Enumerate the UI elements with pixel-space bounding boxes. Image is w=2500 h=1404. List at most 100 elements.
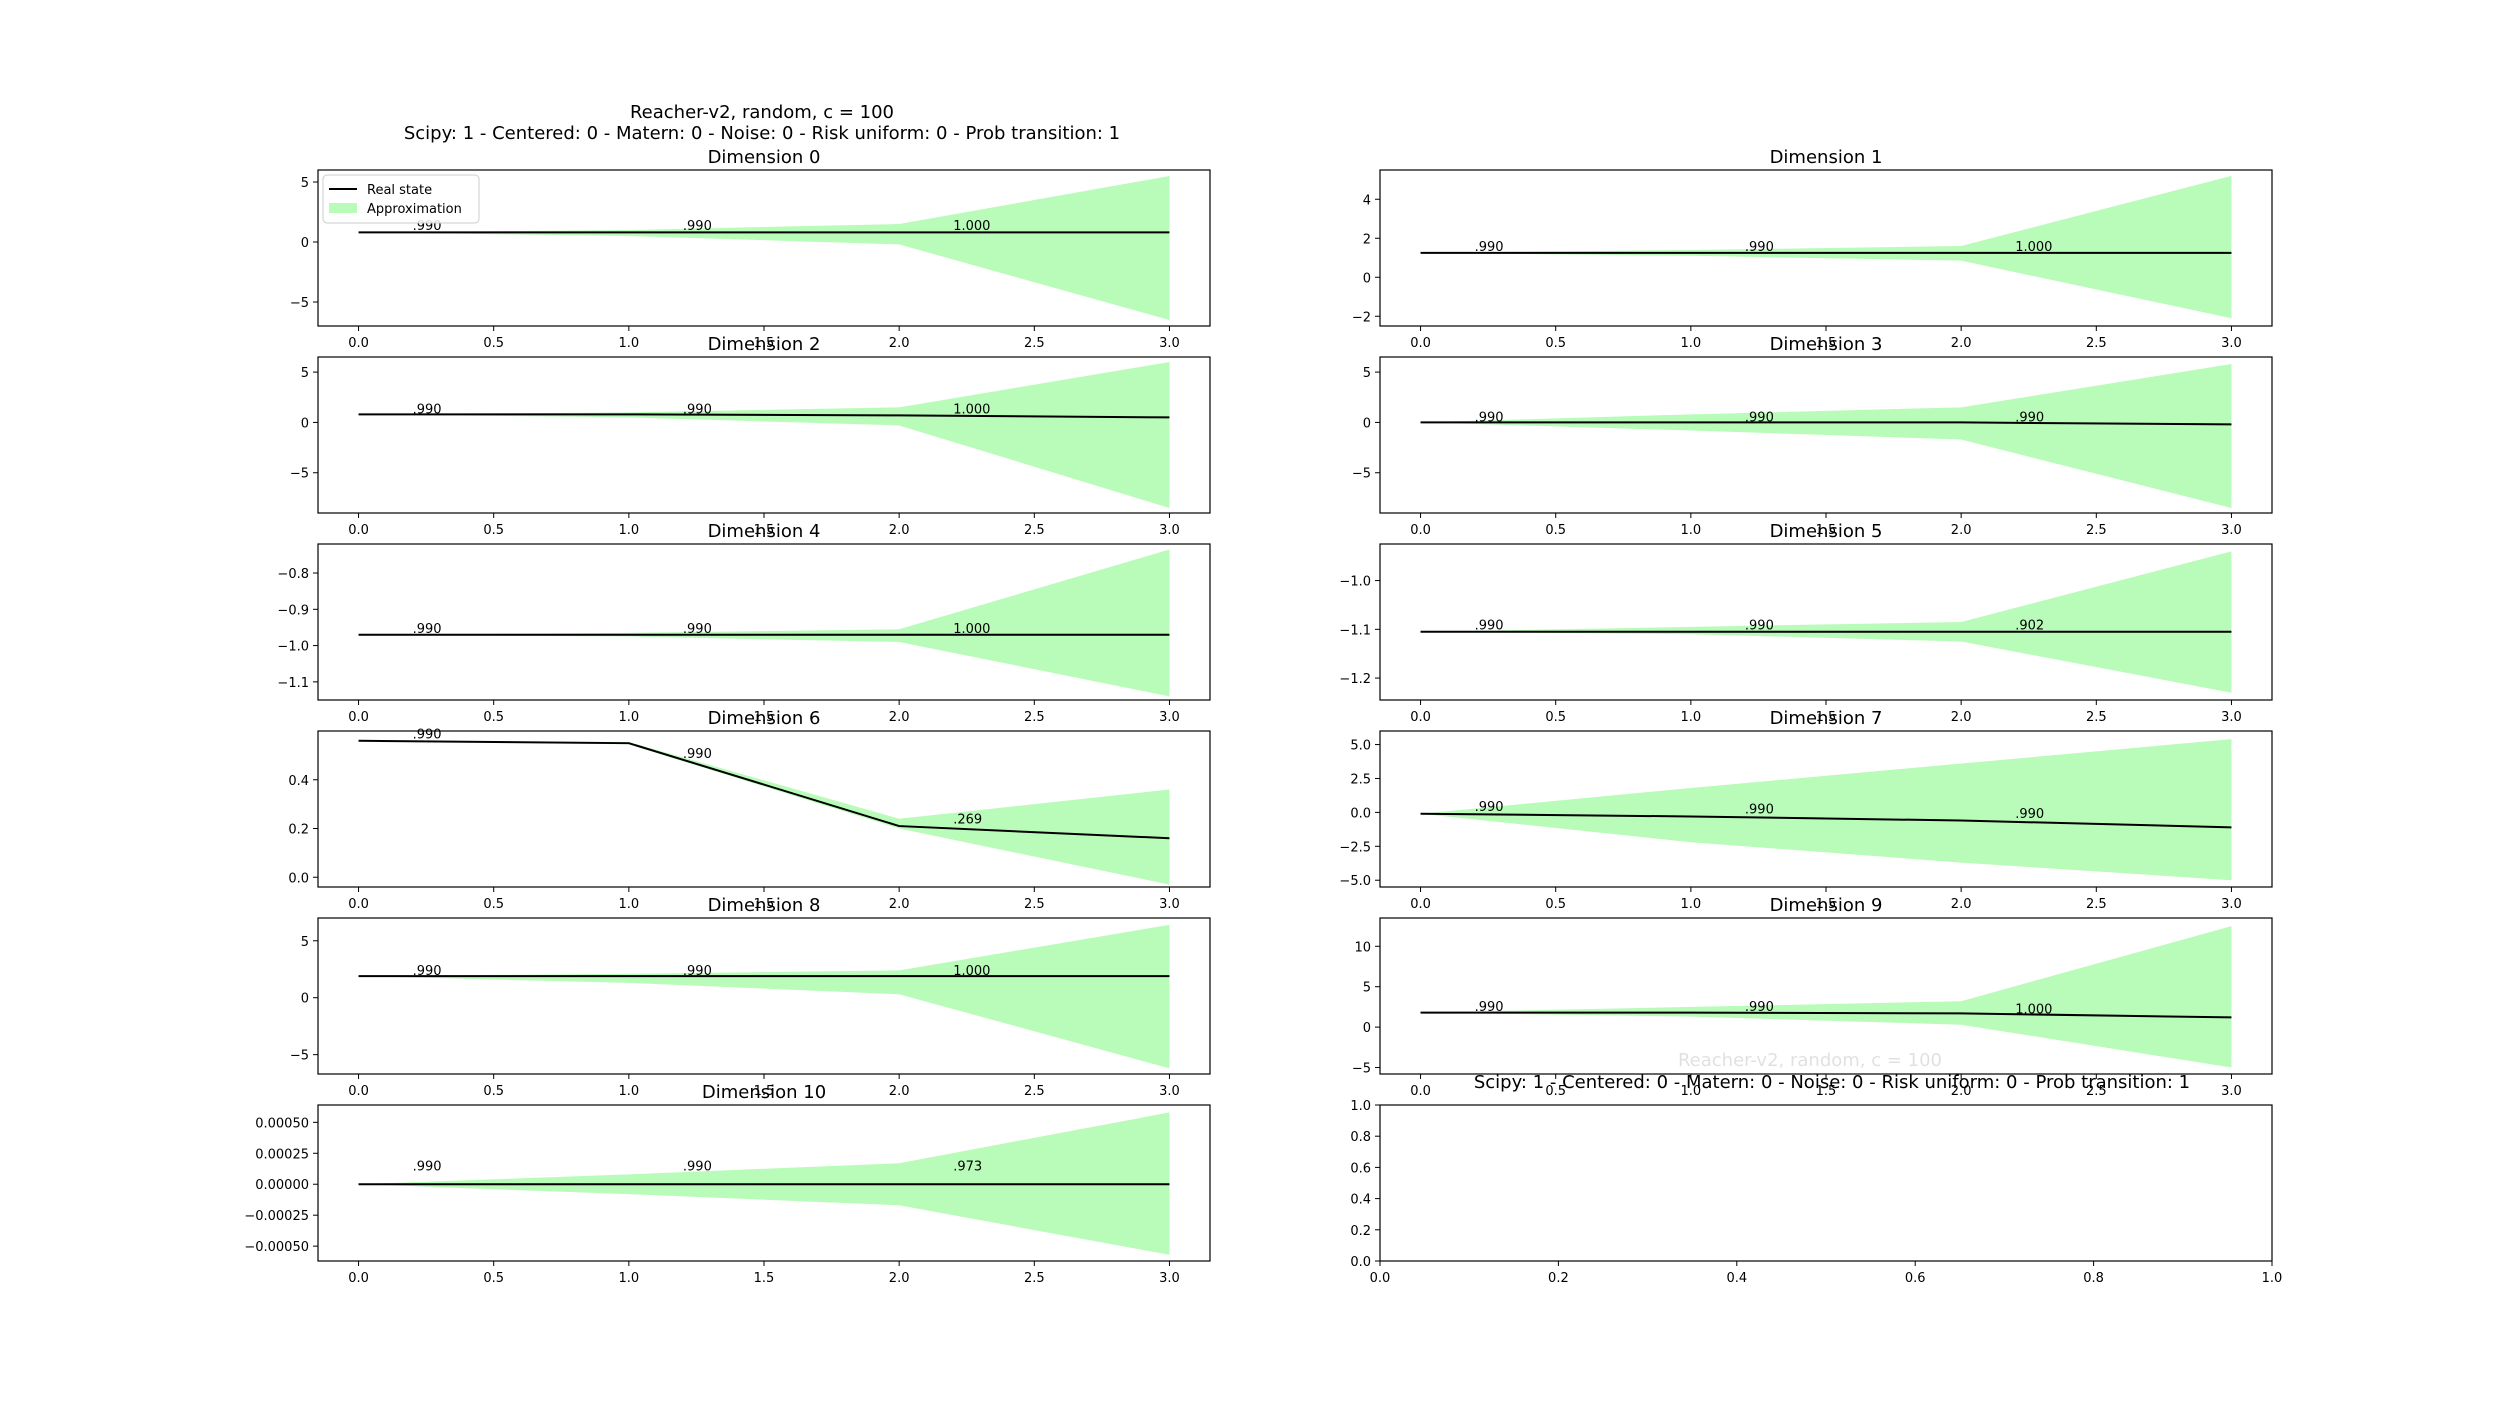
x-tick-label: 1.5 xyxy=(1816,1084,1837,1099)
x-tick-label: 2.5 xyxy=(1024,336,1045,351)
y-tick-label: 0 xyxy=(1363,1021,1371,1036)
x-tick-label: 0.6 xyxy=(1905,1271,1926,1286)
y-tick-label: −5 xyxy=(1352,1062,1371,1077)
annotation-2: .902 xyxy=(2015,618,2044,633)
y-tick-label: 0.0 xyxy=(288,871,309,886)
real-state-line xyxy=(1420,812,2232,829)
annotation-2: .973 xyxy=(953,1160,982,1175)
y-tick-label: 0 xyxy=(1363,271,1371,286)
x-tick-label: 1.0 xyxy=(1681,336,1702,351)
x-tick-label: 1.0 xyxy=(2262,1271,2283,1286)
real-state-line xyxy=(358,739,1170,840)
annotation-2: 1.000 xyxy=(953,219,990,234)
x-tick-label: 3.0 xyxy=(1159,1084,1180,1099)
y-tick-label: 5 xyxy=(301,935,309,950)
y-tick-label: 0 xyxy=(1363,416,1371,431)
subplot-title: Dimension 4 xyxy=(708,521,821,542)
x-tick-label: 1.5 xyxy=(754,1271,775,1286)
x-tick-label: 1.5 xyxy=(754,897,775,912)
approximation-band xyxy=(1420,739,2232,881)
x-tick-label: 3.0 xyxy=(1159,523,1180,538)
x-tick-label: 2.5 xyxy=(2086,710,2107,725)
annotation-0: .990 xyxy=(413,964,442,979)
x-tick-label: 1.5 xyxy=(1816,897,1837,912)
annotation-1: .990 xyxy=(1745,410,1774,425)
x-tick-label: 2.5 xyxy=(1024,710,1045,725)
y-tick-label: 10 xyxy=(1354,940,1371,955)
x-tick-label: 1.0 xyxy=(619,336,640,351)
x-tick-label: 1.5 xyxy=(754,523,775,538)
y-tick-label: 5 xyxy=(301,366,309,381)
y-tick-label: 0.6 xyxy=(1350,1161,1371,1176)
subplot-title: Dimension 1 xyxy=(1770,147,1883,168)
x-tick-label: 1.5 xyxy=(754,336,775,351)
approximation-band xyxy=(358,176,1170,320)
annotation-2: 1.000 xyxy=(953,964,990,979)
x-tick-label: 2.5 xyxy=(1024,1084,1045,1099)
y-tick-label: −0.9 xyxy=(277,603,309,618)
x-tick-label: 3.0 xyxy=(2221,1084,2242,1099)
x-tick-label: 3.0 xyxy=(1159,897,1180,912)
y-tick-label: 4 xyxy=(1363,193,1371,208)
ghost-title-line1: Reacher-v2, random, c = 100 xyxy=(1678,1050,1942,1071)
x-tick-label: 0.5 xyxy=(483,336,504,351)
y-tick-label: −2.5 xyxy=(1339,840,1371,855)
subplot-4: .990 .990 1.000 0.0 0.5 1.0 1.5 2.0 2.5 3.0 −1.1 −1… xyxy=(277,521,1211,725)
x-tick-label: 2.0 xyxy=(1951,523,1972,538)
approximation-band xyxy=(1420,364,2232,508)
y-tick-label: −1.0 xyxy=(277,640,309,655)
x-tick-label: 0.5 xyxy=(1545,897,1566,912)
y-tick-label: 0.00025 xyxy=(255,1147,309,1162)
annotation-0: .990 xyxy=(1475,240,1504,255)
x-tick-label: 1.0 xyxy=(619,710,640,725)
annotation-2: .990 xyxy=(2015,807,2044,822)
approximation-band xyxy=(358,740,1170,885)
x-tick-label: 2.0 xyxy=(889,336,910,351)
subplot-3: .990 .990 .990 0.0 0.5 1.0 1.5 2.0 2.5 3.0 −5 0 5 Dim… xyxy=(1352,334,2273,538)
annotation-0: .990 xyxy=(1475,800,1504,815)
x-tick-label: 0.2 xyxy=(1548,1271,1569,1286)
x-tick-label: 2.5 xyxy=(2086,523,2107,538)
y-tick-label: 1.0 xyxy=(1350,1099,1371,1114)
subplot-grid: .990.990 1.0000.0 0.5 1.0 1.5 2.0 2.5 3.0−505Di… xyxy=(244,147,2282,1286)
real-state-line xyxy=(1420,421,2232,426)
y-tick-label: 0 xyxy=(301,416,309,431)
annotation-2: 1.000 xyxy=(2015,240,2052,255)
x-tick-label: 0.5 xyxy=(1545,1084,1566,1099)
y-tick-label: 0.00000 xyxy=(255,1178,309,1193)
x-tick-label: 0.5 xyxy=(483,710,504,725)
subplot-title: Dimension 10 xyxy=(702,1082,826,1103)
x-tick-label: 0.0 xyxy=(348,1271,369,1286)
legend-fill-swatch xyxy=(329,203,357,213)
x-tick-label: 2.0 xyxy=(889,710,910,725)
annotation-1: .990 xyxy=(1745,1000,1774,1015)
x-tick-label: 1.0 xyxy=(1681,523,1702,538)
y-tick-label: −5 xyxy=(290,467,309,482)
subplot-9: .990 .990 1.000 0.0 0.5 1.0 1.5 2.0 2.5 3.0 −5 0 5 10… xyxy=(1352,895,2273,1099)
annotation-2: 1.000 xyxy=(2015,1002,2052,1017)
x-tick-label: 1.0 xyxy=(619,523,640,538)
figure-title-line1: Reacher-v2, random, c = 100 xyxy=(630,102,894,123)
x-tick-label: 3.0 xyxy=(2221,523,2242,538)
legend-box xyxy=(322,174,480,224)
x-tick-label: 2.5 xyxy=(2086,1084,2107,1099)
annotation-2: .269 xyxy=(953,813,982,828)
subplot-title: Dimension 9 xyxy=(1770,895,1883,916)
x-tick-label: 0.0 xyxy=(348,897,369,912)
x-tick-label: 0.5 xyxy=(483,897,504,912)
y-tick-label: 2 xyxy=(1363,232,1371,247)
x-tick-label: 0.0 xyxy=(348,336,369,351)
x-tick-label: 0.0 xyxy=(348,1084,369,1099)
subplot-10: .990 .990 .973 0.0 0.5 1.0 1.5 2.0 2.5 3.0 −0.0005… xyxy=(244,1082,1211,1286)
annotation-2: .990 xyxy=(2015,410,2044,425)
x-tick-label: 2.0 xyxy=(889,523,910,538)
y-tick-label: 0.2 xyxy=(1350,1224,1371,1239)
x-tick-label: 2.0 xyxy=(1951,710,1972,725)
x-tick-label: 0.5 xyxy=(1545,336,1566,351)
real-state-line xyxy=(358,413,1170,419)
x-tick-label: 2.5 xyxy=(1024,523,1045,538)
approximation-band xyxy=(358,549,1170,697)
ghost-title-line2: Scipy: 1 - Centered: 0 - Matern: 0 - Noi… xyxy=(1474,1072,2190,1093)
y-tick-label: 0.8 xyxy=(1350,1130,1371,1145)
x-tick-label: 0.5 xyxy=(1545,523,1566,538)
